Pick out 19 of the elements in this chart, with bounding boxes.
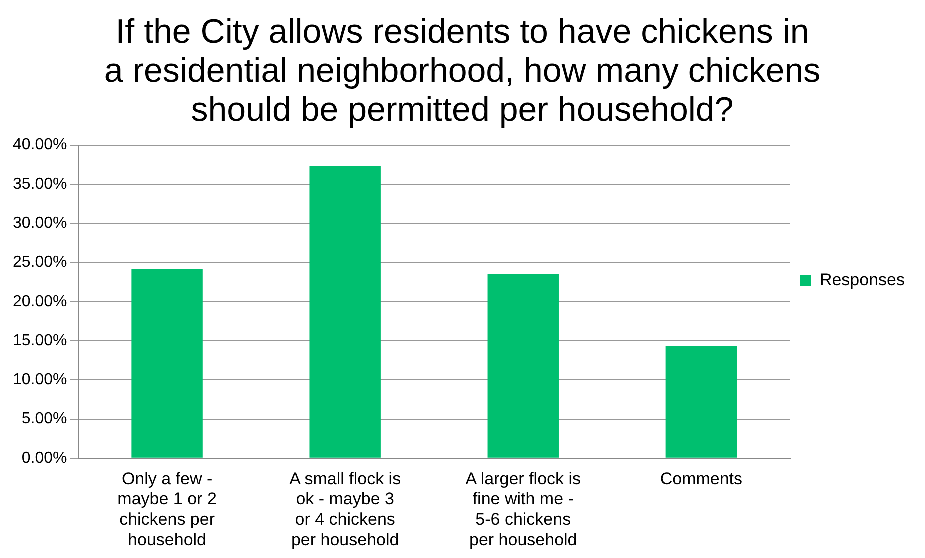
y-tick-label: 40.00% xyxy=(13,136,68,154)
legend-label: Responses xyxy=(820,270,906,290)
bar xyxy=(488,274,559,458)
bar xyxy=(666,346,738,458)
y-tick-label: 10.00% xyxy=(13,372,68,389)
bar xyxy=(310,166,381,458)
x-tick-label: A small flock is ok - maybe 3 or 4 chickens per household xyxy=(290,469,402,550)
x-tick-label: A larger flock is fine with me - 5-6 chickens per household xyxy=(466,469,582,550)
y-tick-label: 30.00% xyxy=(13,214,68,232)
bar xyxy=(132,268,203,458)
y-tick-label: 0.00% xyxy=(22,450,68,467)
x-tick-label: Comments xyxy=(660,469,743,488)
chart-title: If the City allows residents to have chickens in a residential neighborhood, how many chickens should be permitted per household? xyxy=(104,12,821,130)
y-tick-label: 35.00% xyxy=(13,176,68,193)
x-tick-label: Only a few - maybe 1 or 2 chickens per household xyxy=(118,469,217,550)
y-tick-label: 5.00% xyxy=(22,410,68,428)
y-tick-label: 25.00% xyxy=(13,254,68,272)
y-tick-label: 20.00% xyxy=(13,293,68,310)
y-tick-label: 15.00% xyxy=(13,332,68,350)
